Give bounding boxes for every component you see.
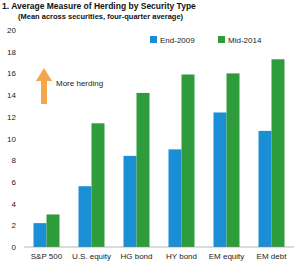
y-tick-label: 4 — [12, 200, 17, 209]
y-tick-label: 6 — [12, 178, 17, 187]
legend-swatch — [218, 36, 225, 43]
y-tick-label: 16 — [7, 69, 16, 78]
chart: 1. Average Measure of Herding by Securit… — [0, 0, 298, 266]
baseline — [24, 247, 294, 248]
bar — [272, 59, 285, 247]
y-tick-label: 8 — [12, 156, 17, 165]
title: 1. Average Measure of Herding by Securit… — [2, 1, 196, 11]
bar — [137, 93, 150, 247]
y-tick-label: 20 — [7, 26, 16, 35]
bar — [182, 74, 195, 247]
bar — [92, 123, 105, 247]
bar — [169, 149, 182, 247]
x-tick-label: U.S. equity — [72, 252, 111, 261]
bar — [259, 131, 272, 247]
y-tick-label: 10 — [7, 135, 16, 144]
bar — [124, 156, 137, 247]
legend-label: End-2009 — [160, 36, 195, 45]
subtitle: (Mean across securities, four-quarter av… — [18, 12, 184, 21]
bars — [34, 59, 285, 247]
bar — [34, 223, 47, 247]
y-tick-label: 14 — [7, 91, 16, 100]
bar — [227, 73, 240, 247]
y-tick-label: 2 — [12, 221, 17, 230]
annotation-arrow — [36, 68, 52, 104]
y-tick-label: 12 — [7, 113, 16, 122]
x-tick-label: HG bond — [120, 252, 152, 261]
x-tick-label: EM debt — [257, 252, 288, 261]
legend-swatch — [150, 36, 157, 43]
bar — [79, 186, 92, 247]
x-tick-label: EM equity — [209, 252, 245, 261]
x-tick-label: HY bond — [166, 252, 197, 261]
bar — [214, 112, 227, 247]
x-tick-label: S&P 500 — [31, 252, 63, 261]
y-tick-label: 18 — [7, 48, 16, 57]
arrow-head — [36, 68, 52, 81]
bar — [47, 214, 60, 247]
legend-label: Mid-2014 — [228, 36, 262, 45]
annotation: More herding — [56, 79, 103, 88]
arrow-shaft — [41, 80, 47, 104]
y-tick-label: 0 — [12, 243, 17, 252]
